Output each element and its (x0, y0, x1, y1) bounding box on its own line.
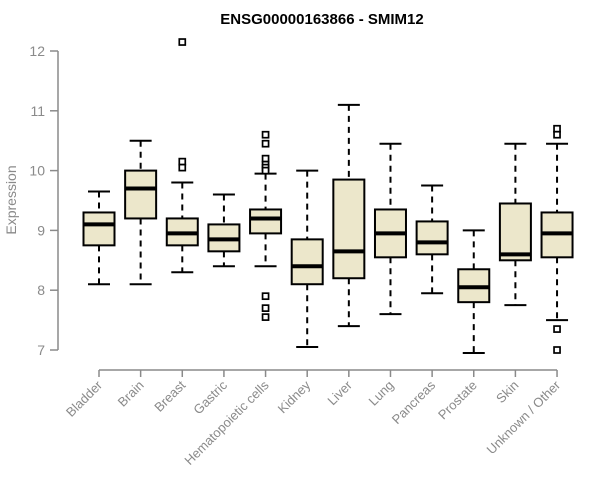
x-tick-label: Liver (324, 377, 355, 408)
boxplot-unknown-other (540, 124, 574, 354)
boxplot-liver (332, 103, 366, 328)
boxplots (82, 38, 574, 354)
outlier-point (261, 313, 270, 321)
y-tick-label: 11 (30, 103, 45, 119)
y-tick-label: 12 (29, 43, 45, 59)
boxplot-kidney (290, 169, 324, 349)
boxplot-hematopoietic-cells (249, 130, 283, 321)
x-tick-label: Brain (115, 378, 147, 410)
x-tick-label: Bladder (63, 377, 106, 420)
x-tick-label: Prostate (435, 378, 480, 423)
iqr-box (415, 220, 449, 256)
outlier-point (178, 157, 187, 166)
x-tick-label: Kidney (275, 377, 314, 416)
outlier-point (178, 38, 187, 46)
x-tick-label: Breast (151, 377, 188, 414)
x-tick-label: Skin (493, 378, 521, 406)
y-axis-title: Expression (3, 165, 19, 234)
iqr-box (332, 178, 366, 280)
iqr-box (290, 238, 324, 286)
outlier-point (261, 139, 270, 148)
outlier-point (553, 346, 561, 354)
y-tick-label: 9 (37, 222, 45, 238)
x-tick-label: Lung (366, 378, 397, 409)
iqr-box (82, 211, 116, 247)
boxplot-lung (373, 142, 407, 316)
boxplot-brain (124, 139, 158, 286)
boxplot-gastric (207, 193, 241, 268)
outlier-point (261, 166, 270, 175)
iqr-box (124, 169, 158, 220)
outlier-point (261, 304, 270, 312)
boxplot-pancreas (415, 184, 449, 295)
outlier-point (261, 292, 270, 301)
x-tick-label: Pancreas (389, 377, 439, 427)
y-axis: 7 8 9 10 11 12 (29, 43, 59, 358)
outlier-point (261, 154, 270, 163)
iqr-box (498, 202, 532, 262)
outlier-point (553, 124, 561, 133)
boxplot-skin (498, 142, 532, 307)
outlier-point (178, 163, 187, 172)
boxplot-breast (165, 38, 199, 274)
boxplot-bladder (82, 190, 116, 286)
outlier-point (261, 130, 270, 139)
y-tick-label: 8 (37, 282, 45, 298)
chart-title: ENSG00000163866 - SMIM12 (220, 11, 423, 28)
boxplot-prostate (457, 229, 491, 354)
iqr-box (249, 208, 283, 235)
outlier-point (553, 325, 561, 333)
x-tick-label: Unknown / Other (484, 377, 564, 457)
y-tick-label: 10 (29, 163, 45, 179)
x-tick-label: Gastric (190, 377, 230, 417)
outlier-point (553, 130, 561, 139)
y-tick-label: 7 (37, 342, 45, 358)
